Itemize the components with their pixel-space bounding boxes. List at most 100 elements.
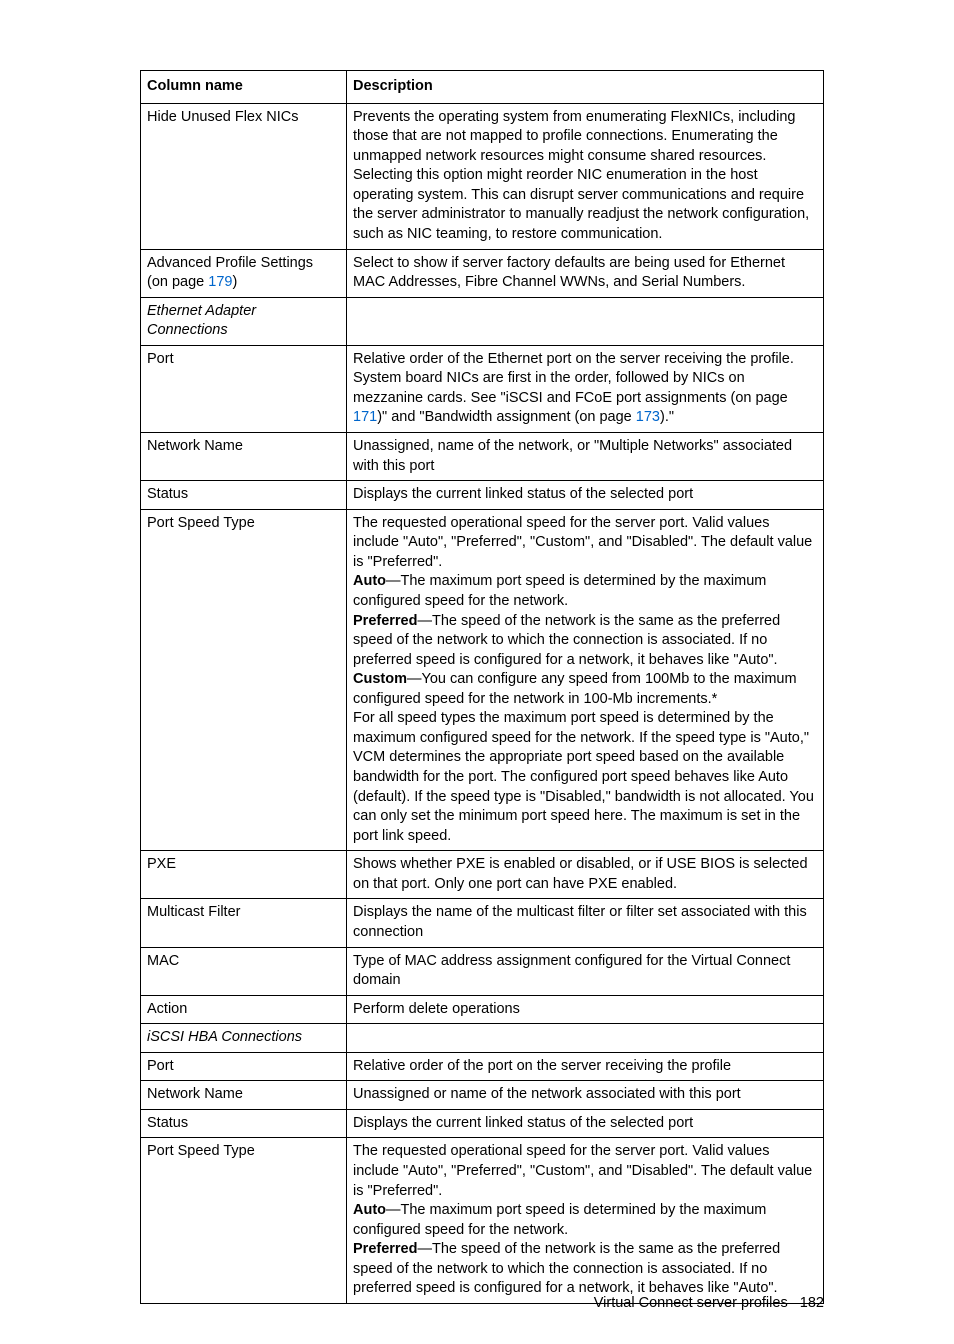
cell-description: [347, 1024, 824, 1053]
page: Column name Description Hide Unused Flex…: [0, 0, 954, 1344]
footer-text: Virtual Connect server profiles: [594, 1295, 788, 1311]
text-run: Relative order of the port on the server…: [353, 1058, 731, 1074]
text-run: Port: [147, 351, 174, 367]
table-row: Ethernet Adapter Connections: [141, 297, 824, 345]
cell-column-name: Hide Unused Flex NICs: [141, 103, 347, 249]
cell-description: Relative order of the port on the server…: [347, 1052, 824, 1081]
cell-description: Unassigned, name of the network, or "Mul…: [347, 433, 824, 481]
table-row: Port Relative order of the port on the se…: [141, 1052, 824, 1081]
cell-column-name: MAC: [141, 947, 347, 995]
text-run: Port Speed Type: [147, 515, 255, 531]
table-row: Port Relative order of the Ethernet port …: [141, 345, 824, 432]
text-run: —The speed of the network is the same as…: [353, 613, 780, 668]
text-run: Custom: [353, 671, 407, 687]
table-row: iSCSI HBA Connections: [141, 1024, 824, 1053]
table-row: MAC Type of MAC address assignment config…: [141, 947, 824, 995]
text-run: Relative order of the Ethernet port on t…: [353, 351, 794, 406]
table-row: PXE Shows whether PXE is enabled or disab…: [141, 851, 824, 899]
cell-column-name: Multicast Filter: [141, 899, 347, 947]
text-run: Multicast Filter: [147, 904, 240, 920]
text-run: )" and "Bandwidth assignment (on page: [377, 409, 636, 425]
text-run: —The maximum port speed is determined by…: [353, 573, 766, 609]
table-row: Port Speed Type The requested operational…: [141, 509, 824, 851]
cell-column-name: Status: [141, 1109, 347, 1138]
cell-description: Displays the name of the multicast filte…: [347, 899, 824, 947]
definitions-table: Column name Description Hide Unused Flex…: [140, 70, 824, 1304]
text-run: Ethernet Adapter Connections: [147, 303, 256, 339]
text-run: Network Name: [147, 438, 243, 454]
text-run: Status: [147, 1115, 188, 1131]
text-run: —You can configure any speed from 100Mb …: [353, 671, 797, 707]
cell-description: [347, 297, 824, 345]
cell-column-name: Port Speed Type: [141, 509, 347, 851]
text-run: The requested operational speed for the …: [353, 1143, 812, 1198]
text-run: Hide Unused Flex NICs: [147, 109, 299, 125]
cell-description: Unassigned or name of the network associ…: [347, 1081, 824, 1110]
cell-description: Select to show if server factory default…: [347, 249, 824, 297]
cell-column-name: Port: [141, 345, 347, 432]
text-run: Displays the current linked status of th…: [353, 486, 693, 502]
text-run: MAC: [147, 953, 179, 969]
page-link[interactable]: 173: [636, 409, 660, 425]
table-header-row: Column name Description: [141, 71, 824, 104]
text-run: iSCSI HBA Connections: [147, 1029, 302, 1045]
text-run: Unassigned, name of the network, or "Mul…: [353, 438, 792, 474]
cell-description: The requested operational speed for the …: [347, 1138, 824, 1304]
cell-description: Displays the current linked status of th…: [347, 1109, 824, 1138]
text-run: —The speed of the network is the same as…: [353, 1241, 780, 1296]
table-row: Hide Unused Flex NICs Prevents the operat…: [141, 103, 824, 249]
text-run: Auto: [353, 573, 386, 589]
text-run: Auto: [353, 1202, 386, 1218]
text-run: Perform delete operations: [353, 1001, 520, 1017]
text-run: Port: [147, 1058, 174, 1074]
cell-description: Type of MAC address assignment configure…: [347, 947, 824, 995]
table-row: Port Speed Type The requested operational…: [141, 1138, 824, 1304]
table-row: Status Displays the current linked status…: [141, 1109, 824, 1138]
page-link[interactable]: 171: [353, 409, 377, 425]
table-row: Network Name Unassigned or name of the ne…: [141, 1081, 824, 1110]
cell-description: Shows whether PXE is enabled or disabled…: [347, 851, 824, 899]
text-run: Port Speed Type: [147, 1143, 255, 1159]
cell-description: The requested operational speed for the …: [347, 509, 824, 851]
text-run: Status: [147, 486, 188, 502]
page-link[interactable]: 179: [208, 274, 232, 290]
cell-description: Displays the current linked status of th…: [347, 481, 824, 510]
text-run: For all speed types the maximum port spe…: [353, 710, 814, 843]
header-description: Description: [347, 71, 824, 104]
text-run: Action: [147, 1001, 187, 1017]
text-run: Shows whether PXE is enabled or disabled…: [353, 856, 808, 892]
text-run: PXE: [147, 856, 176, 872]
text-run: Type of MAC address assignment configure…: [353, 953, 790, 989]
cell-description: Prevents the operating system from enume…: [347, 103, 824, 249]
cell-column-name: Port: [141, 1052, 347, 1081]
text-run: Select to show if server factory default…: [353, 255, 785, 291]
cell-column-name: Action: [141, 995, 347, 1024]
text-run: Unassigned or name of the network associ…: [353, 1086, 741, 1102]
footer-page: 182: [800, 1295, 824, 1311]
cell-column-name: PXE: [141, 851, 347, 899]
text-run: ): [232, 274, 237, 290]
table-row: Status Displays the current linked status…: [141, 481, 824, 510]
table-row: Multicast Filter Displays the name of the…: [141, 899, 824, 947]
cell-column-name: Advanced Profile Settings (on page 179): [141, 249, 347, 297]
text-run: Preferred: [353, 613, 417, 629]
text-run: Preferred: [353, 1241, 417, 1257]
cell-column-name: Network Name: [141, 1081, 347, 1110]
page-footer: Virtual Connect server profiles 182: [594, 1294, 824, 1314]
cell-column-name: Network Name: [141, 433, 347, 481]
text-run: Displays the current linked status of th…: [353, 1115, 693, 1131]
cell-description: Relative order of the Ethernet port on t…: [347, 345, 824, 432]
table-row: Network Name Unassigned, name of the netw…: [141, 433, 824, 481]
text-run: ).": [660, 409, 674, 425]
text-run: Prevents the operating system from enume…: [353, 109, 795, 164]
header-column-name: Column name: [141, 71, 347, 104]
text-run: Selecting this option might reorder NIC …: [353, 167, 809, 242]
cell-column-name: Status: [141, 481, 347, 510]
table-row: Advanced Profile Settings (on page 179)S…: [141, 249, 824, 297]
cell-column-name: iSCSI HBA Connections: [141, 1024, 347, 1053]
cell-column-name: Ethernet Adapter Connections: [141, 297, 347, 345]
text-run: Displays the name of the multicast filte…: [353, 904, 807, 940]
text-run: The requested operational speed for the …: [353, 515, 812, 570]
text-run: Network Name: [147, 1086, 243, 1102]
cell-column-name: Port Speed Type: [141, 1138, 347, 1304]
